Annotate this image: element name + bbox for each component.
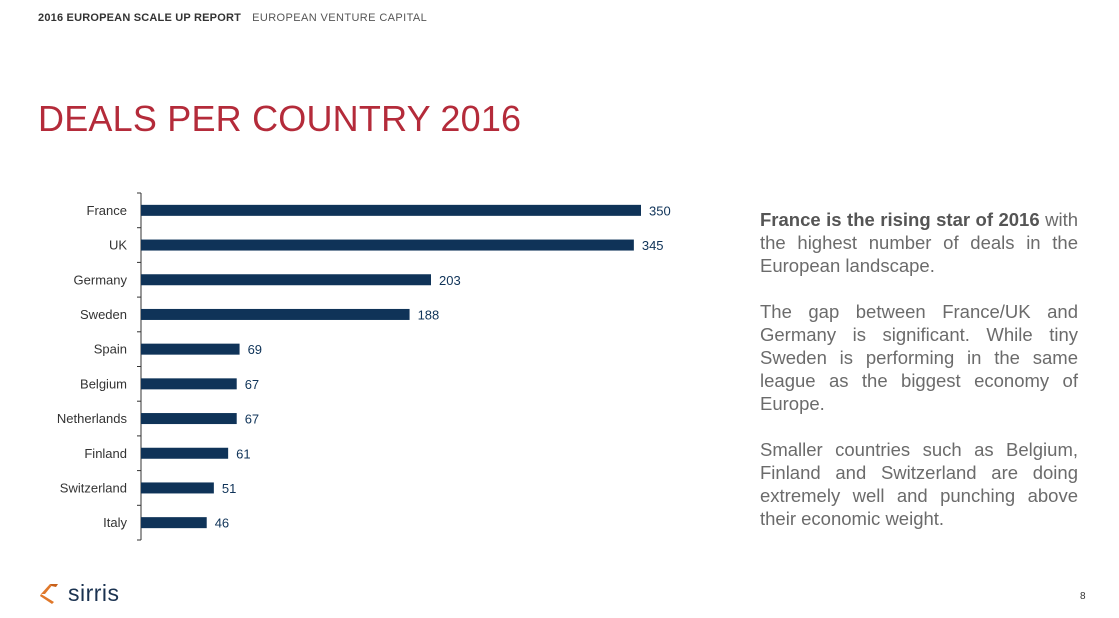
- y-tick-label: Finland: [84, 446, 127, 461]
- deals-bar-chart: France 350 UK 345 Germany 203 Sweden 188 Spain 69…: [57, 192, 671, 541]
- bar: [141, 308, 410, 320]
- y-tick-label: Italy: [103, 515, 127, 530]
- commentary-paragraph-1: France is the rising star of 2016 with t…: [760, 208, 1078, 277]
- bar: [141, 517, 207, 529]
- report-section: EUROPEAN VENTURE CAPITAL: [252, 12, 428, 24]
- commentary-paragraph-3: Smaller countries such as Belgium, Finla…: [760, 439, 1078, 529]
- commentary-lead: France is the rising star of 2016: [760, 209, 1040, 230]
- logo-text: sirris: [68, 579, 120, 606]
- sirris-logo: sirris: [38, 578, 120, 608]
- bar: [141, 447, 229, 459]
- data-label: 350: [649, 203, 671, 218]
- data-label: 51: [222, 481, 236, 496]
- data-label: 46: [215, 516, 229, 531]
- report-header: 2016 EUROPEAN SCALE UP REPORT EUROPEAN V…: [38, 12, 427, 24]
- page-title: DEALS PER COUNTRY 2016: [38, 98, 522, 139]
- data-label: 69: [248, 342, 262, 357]
- data-label: 67: [245, 412, 259, 427]
- report-title: 2016 EUROPEAN SCALE UP REPORT: [38, 12, 242, 24]
- page-number: 8: [1080, 591, 1086, 602]
- sirris-logo-icon: [40, 584, 58, 604]
- bar: [141, 239, 634, 251]
- bar: [141, 378, 237, 390]
- y-tick-label: Germany: [74, 272, 128, 287]
- bar: [141, 274, 431, 286]
- data-label: 61: [236, 446, 250, 461]
- bar: [141, 413, 237, 425]
- commentary-lead-rest: with the highest number of deals in the …: [760, 209, 1079, 276]
- data-label: 203: [439, 273, 461, 288]
- bar: [141, 204, 641, 216]
- y-tick-label: Switzerland: [60, 480, 127, 495]
- y-tick-label: UK: [109, 238, 127, 253]
- commentary-paragraph-2: The gap between France/UK and Germany is…: [760, 301, 1078, 414]
- y-tick-label: Spain: [94, 342, 127, 357]
- data-label: 345: [642, 238, 664, 253]
- y-tick-label: Belgium: [80, 376, 127, 391]
- y-tick-label: Sweden: [80, 307, 127, 322]
- bar: [141, 482, 214, 494]
- y-tick-label: France: [87, 203, 127, 218]
- y-tick-label: Netherlands: [57, 411, 128, 426]
- data-label: 188: [418, 307, 440, 322]
- data-label: 67: [245, 377, 259, 392]
- bar: [141, 343, 240, 355]
- commentary-text: France is the rising star of 2016 with t…: [760, 208, 1078, 553]
